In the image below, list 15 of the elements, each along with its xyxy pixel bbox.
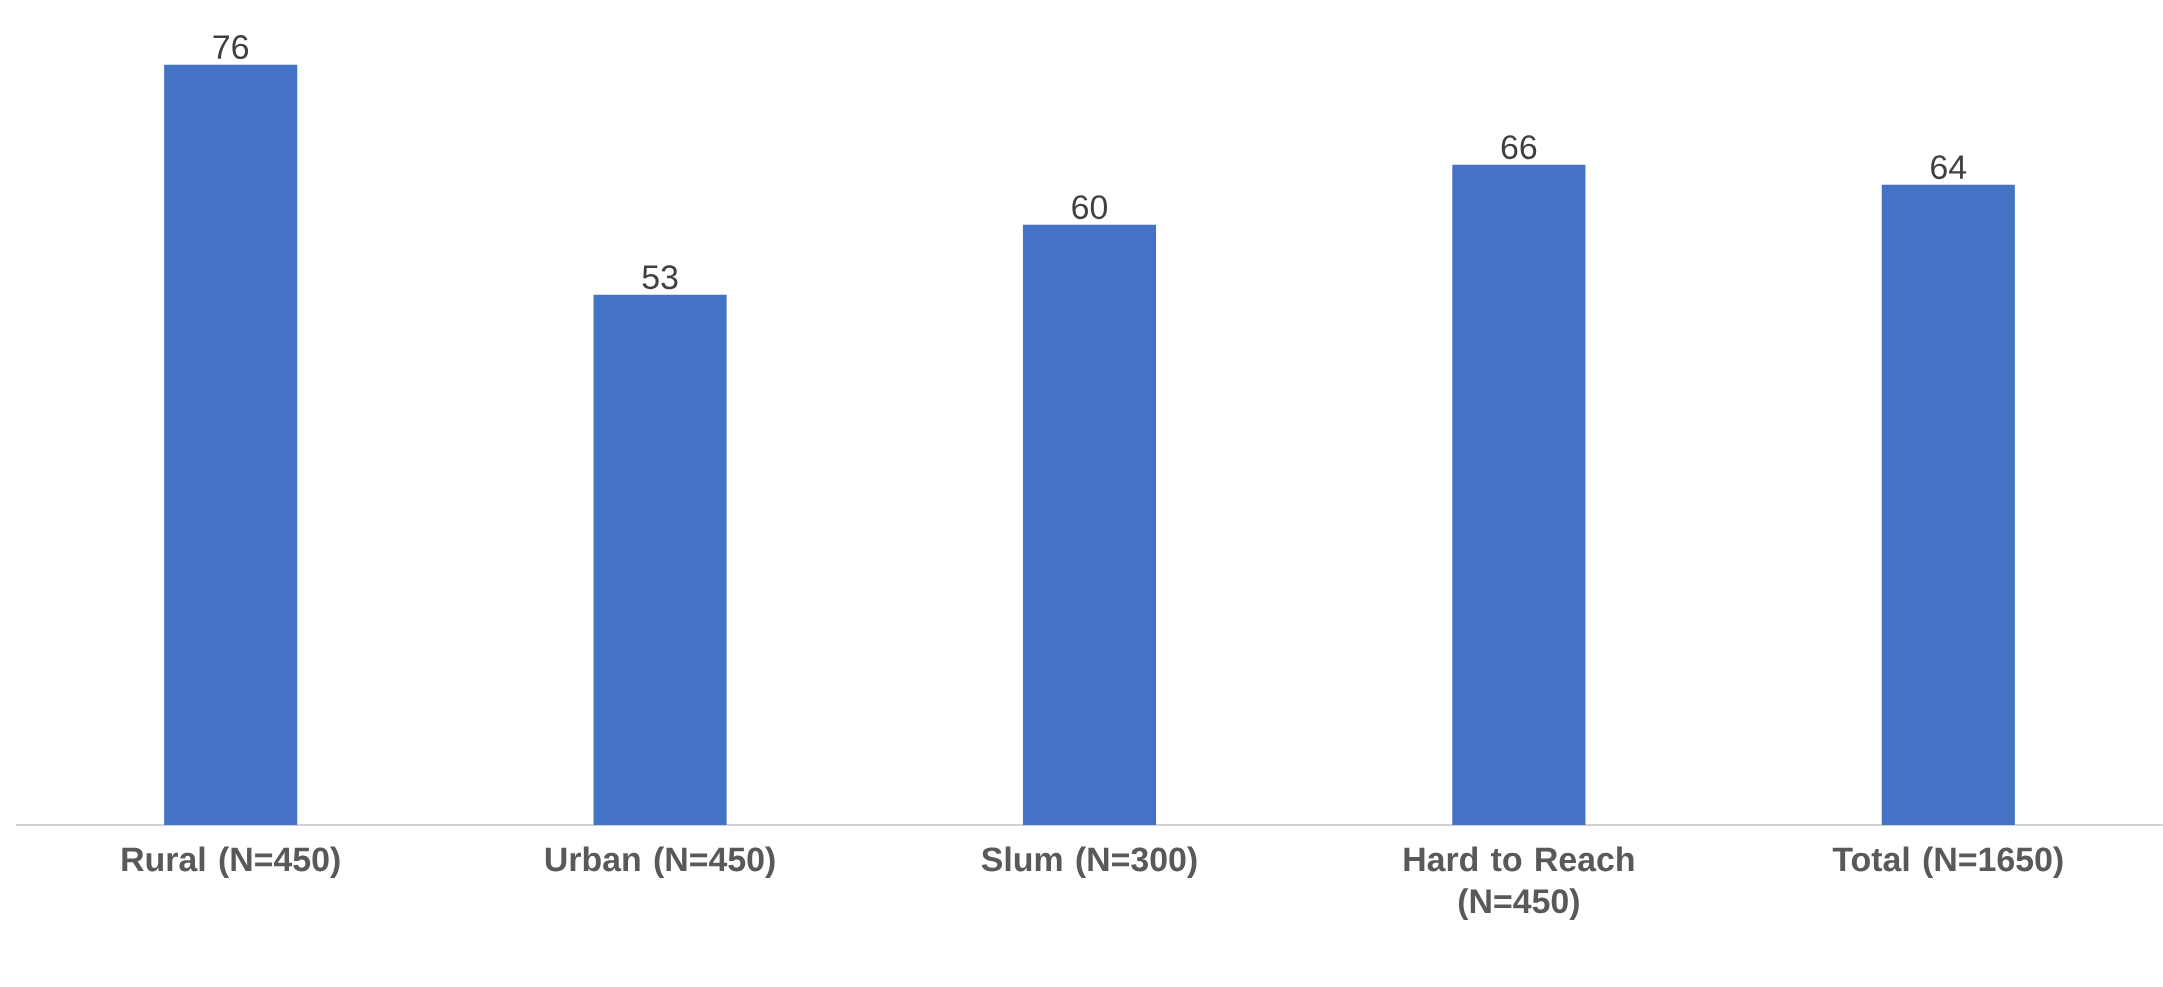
bar — [1881, 184, 2015, 825]
data-label: 76 — [213, 35, 249, 60]
bar — [593, 294, 727, 825]
data-label: 53 — [642, 265, 678, 290]
data-label: 64 — [1931, 155, 1967, 180]
x-tick-label: Hard to Reach (N=450) — [1404, 846, 1634, 920]
x-tick-label: Rural (N=450) — [122, 846, 340, 879]
bar — [164, 64, 298, 825]
x-tick-label: Urban (N=450) — [545, 846, 775, 879]
x-tick-label: Total (N=1650) — [1832, 846, 2063, 879]
bar — [1022, 224, 1157, 825]
data-label: 66 — [1501, 135, 1537, 160]
x-tick-label: Slum (N=300) — [981, 846, 1197, 879]
bar — [1452, 164, 1586, 825]
data-label: 60 — [1072, 195, 1107, 220]
